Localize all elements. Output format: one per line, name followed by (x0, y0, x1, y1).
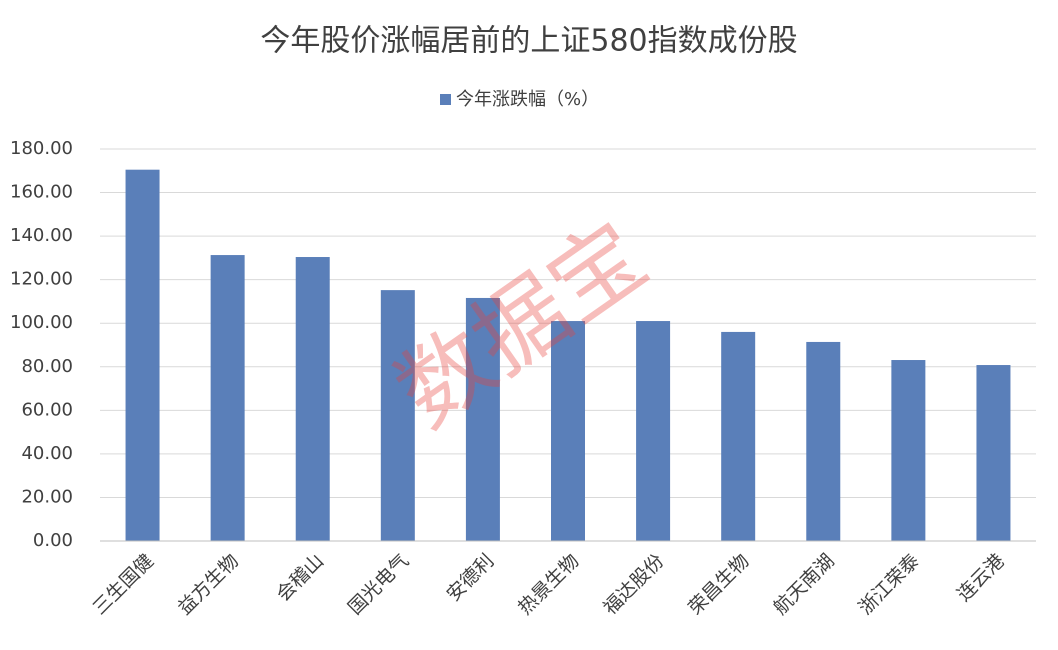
bar (295, 257, 330, 541)
bar (380, 290, 415, 541)
y-tick-label: 60.00 (21, 399, 73, 420)
bar (806, 341, 841, 541)
bar (976, 365, 1011, 541)
y-tick-label: 40.00 (21, 443, 73, 464)
bar (891, 360, 926, 541)
y-tick-label: 160.00 (10, 182, 73, 203)
chart-title: 今年股价涨幅居前的上证580指数成份股 (260, 24, 797, 59)
bar (636, 321, 671, 541)
y-tick-label: 20.00 (21, 486, 73, 507)
y-tick-label: 120.00 (10, 269, 73, 290)
bar (721, 331, 756, 541)
legend-label: 今年涨跌幅（%） (456, 89, 599, 110)
bar (551, 321, 585, 541)
y-tick-label: 180.00 (10, 138, 73, 159)
y-tick-label: 0.00 (33, 530, 73, 551)
legend-swatch (440, 94, 451, 105)
y-tick-label: 100.00 (10, 312, 73, 333)
bar (465, 297, 500, 541)
y-tick-label: 80.00 (21, 356, 73, 377)
bar (125, 169, 160, 541)
bar (210, 255, 245, 541)
y-tick-label: 140.00 (10, 225, 73, 246)
